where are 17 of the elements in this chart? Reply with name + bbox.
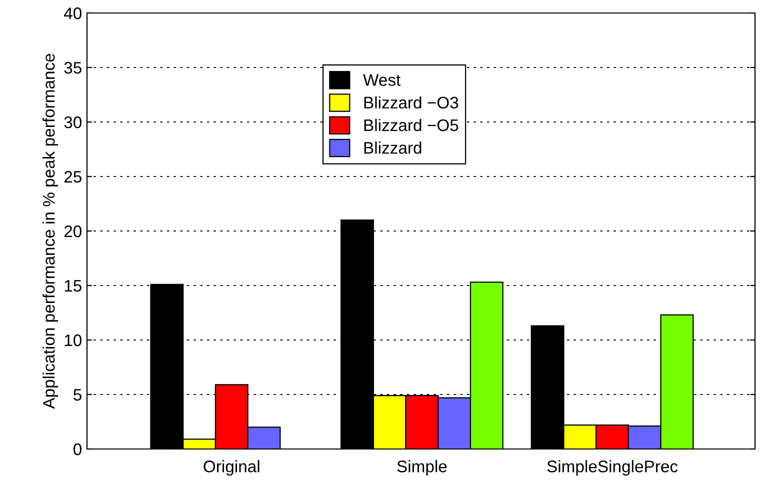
x-tick-label: Original — [204, 460, 260, 476]
y-tick-label: 20 — [64, 225, 82, 238]
y-tick-label: 35 — [64, 62, 82, 74]
legend-label: West — [363, 74, 401, 86]
y-tick-label: 40 — [64, 7, 82, 20]
y-tick-label: 10 — [64, 334, 82, 346]
y-axis-title: Application performance in % peak performance — [42, 54, 58, 409]
legend-label: Blizzard −O5 — [364, 118, 458, 132]
y-tick-label: 30 — [64, 116, 82, 128]
y-tick-label: 5 — [74, 389, 82, 401]
legend-label: Blizzard — [364, 142, 422, 154]
y-tick-label: 15 — [64, 280, 82, 292]
legend-label: Blizzard −O3 — [364, 96, 458, 109]
y-tick-label: 0 — [74, 443, 82, 456]
x-tick-label: SimpleSinglePrec — [547, 460, 678, 476]
y-tick-label: 25 — [64, 170, 82, 183]
x-tick-label: Simple — [397, 460, 447, 476]
